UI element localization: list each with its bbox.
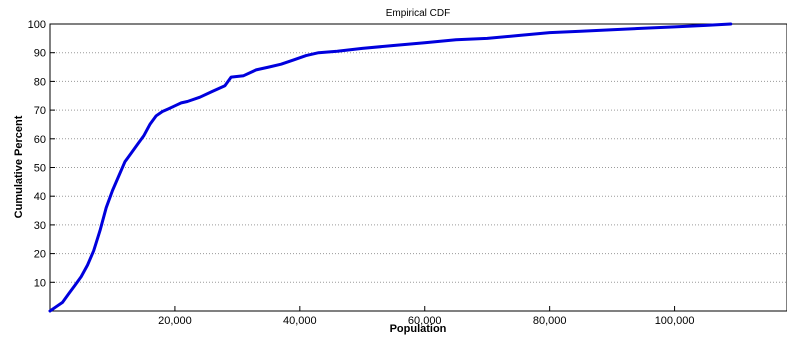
y-tick-label: 40: [34, 191, 46, 203]
grid-lines: [50, 23, 787, 283]
y-tick-label: 90: [34, 48, 46, 60]
y-tick-label: 10: [34, 277, 46, 289]
y-tick-label: 100: [28, 19, 46, 31]
x-tick-label: 20,000: [158, 315, 192, 327]
y-tick-label: 70: [34, 105, 46, 117]
x-tick-label: 80,000: [533, 315, 567, 327]
y-tick-label: 50: [34, 163, 46, 175]
y-tick-label: 60: [34, 134, 46, 146]
y-tick-labels: 10 20 30 40 50 60 70 80 90 100: [28, 19, 46, 289]
y-tick-label: 30: [34, 220, 46, 232]
x-tick-label: 60,000: [408, 315, 442, 327]
y-tick-label: 80: [34, 76, 46, 88]
chart-title: Empirical CDF: [386, 8, 450, 19]
x-tick-label: 100,000: [655, 315, 695, 327]
x-tick-labels: 20,000 40,000 60,000 80,000 100,000: [158, 315, 694, 327]
cdf-series-line: [48, 22, 733, 313]
y-tick-label: 20: [34, 249, 46, 261]
plot-frame: [49, 23, 787, 312]
axis-ticks: [50, 23, 676, 311]
y-axis-label: Cumulative Percent: [13, 115, 25, 218]
x-axis-label: Population: [390, 323, 447, 335]
x-tick-label: 40,000: [283, 315, 317, 327]
